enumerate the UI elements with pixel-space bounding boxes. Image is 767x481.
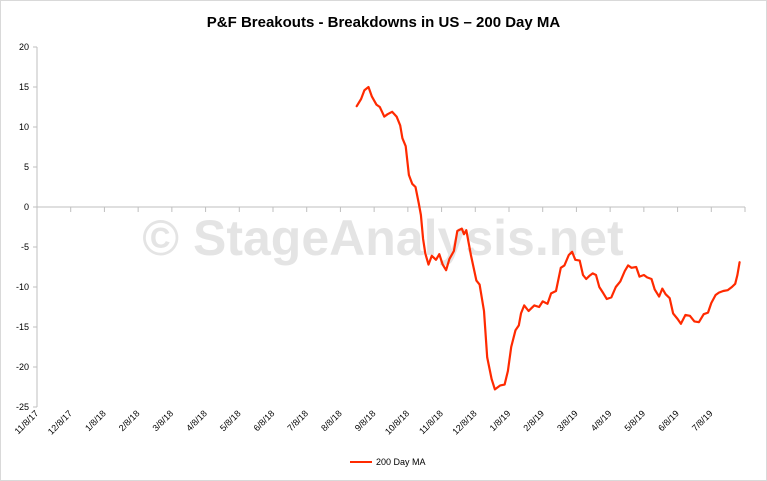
y-tick-label: -25 xyxy=(16,402,29,412)
x-tick-label: 7/8/19 xyxy=(690,408,715,433)
y-tick-label: -5 xyxy=(21,242,29,252)
x-tick-label: 3/8/18 xyxy=(151,408,176,433)
y-tick-label: -15 xyxy=(16,322,29,332)
series-group xyxy=(355,85,741,391)
x-tick-label: 8/8/18 xyxy=(319,408,344,433)
y-tick-label: -10 xyxy=(16,282,29,292)
x-tick-label: 10/8/18 xyxy=(383,408,411,436)
x-tick-label: 4/8/18 xyxy=(184,408,209,433)
y-tick-label: 10 xyxy=(19,122,29,132)
y-tick-label: 5 xyxy=(24,162,29,172)
legend-label: 200 Day MA xyxy=(376,457,426,467)
x-tick-label: 11/8/18 xyxy=(417,408,445,436)
x-tick-label: 12/8/17 xyxy=(46,408,74,436)
y-tick-label: -20 xyxy=(16,362,29,372)
x-tick-label: 4/8/19 xyxy=(589,408,614,433)
x-tick-label: 1/8/18 xyxy=(83,408,108,433)
x-tick-label: 6/8/19 xyxy=(656,408,681,433)
y-tick-label: 20 xyxy=(19,42,29,52)
series-line-200-day-ma xyxy=(355,85,741,391)
x-tick-label: 3/8/19 xyxy=(555,408,580,433)
x-tick-label: 5/8/18 xyxy=(218,408,243,433)
x-tick-label: 9/8/18 xyxy=(353,408,378,433)
x-tick-label: 11/8/17 xyxy=(13,408,41,436)
x-tick-label: 6/8/18 xyxy=(252,408,277,433)
x-tick-label: 12/8/18 xyxy=(450,408,478,436)
x-tick-label: 7/8/18 xyxy=(285,408,310,433)
x-tick-label: 5/8/19 xyxy=(623,408,648,433)
x-tick-label: 2/8/18 xyxy=(117,408,142,433)
x-tick-label: 2/8/19 xyxy=(521,408,546,433)
y-axis: 20 15 10 5 0 -5 -10 -15 -20 -25 xyxy=(16,42,38,412)
legend-swatch xyxy=(350,461,372,463)
watermark: © StageAnalysis.net xyxy=(142,210,624,266)
legend: 200 Day MA xyxy=(350,457,426,467)
x-tick-label: 1/8/19 xyxy=(488,408,513,433)
chart-title: P&F Breakouts - Breakdowns in US – 200 D… xyxy=(206,14,561,31)
y-tick-label: 15 xyxy=(19,82,29,92)
y-tick-label: 0 xyxy=(24,202,29,212)
